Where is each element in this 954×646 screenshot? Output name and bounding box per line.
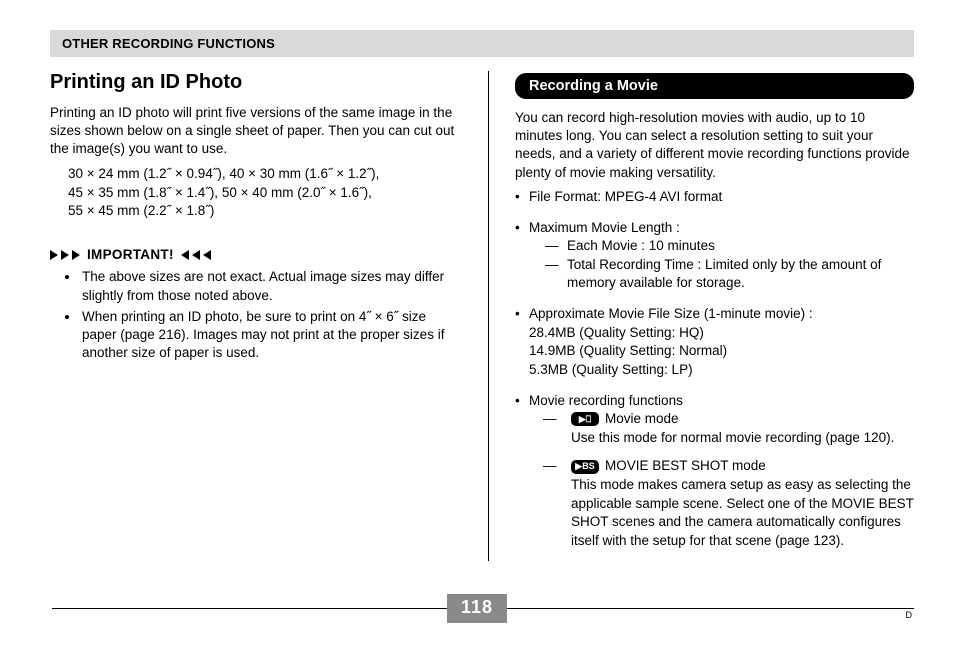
max-length-total: Total Recording Time : Limited only by t… — [567, 256, 914, 293]
list-item: When printing an ID photo, be sure to pr… — [80, 308, 460, 363]
section-pill: Recording a Movie — [515, 73, 914, 99]
approx-label: Approximate Movie File Size (1-minute mo… — [529, 305, 813, 324]
right-intro: You can record high-resolution movies wi… — [515, 109, 914, 182]
spec-file-size: •Approximate Movie File Size (1-minute m… — [515, 305, 914, 380]
movie-best-shot-icon: ▶BS — [571, 460, 599, 474]
important-heading: IMPORTANT! — [50, 247, 460, 262]
spec-file-format: •File Format: MPEG-4 AVI format — [515, 188, 914, 207]
max-length-label: Maximum Movie Length : — [529, 219, 680, 238]
triangle-right-icon — [50, 250, 58, 260]
triangle-right-icon — [61, 250, 69, 260]
size-line-3: 55 × 45 mm (2.2˝ × 1.8˝) — [68, 202, 460, 221]
triangle-left-icon — [181, 250, 189, 260]
approx-hq: 28.4MB (Quality Setting: HQ) — [529, 324, 914, 343]
page-footer: 118 — [0, 594, 954, 624]
right-column: Recording a Movie You can record high-re… — [488, 71, 914, 561]
mode-movie-desc: Use this mode for normal movie recording… — [543, 429, 914, 448]
page-number: 118 — [447, 594, 507, 623]
manual-page: OTHER RECORDING FUNCTIONS Printing an ID… — [0, 0, 954, 646]
triangle-right-icon — [72, 250, 80, 260]
size-line-2: 45 × 35 mm (1.8˝ × 1.4˝), 50 × 40 mm (2.… — [68, 184, 460, 203]
important-list: The above sizes are not exact. Actual im… — [50, 268, 460, 362]
mode-best-shot-title: MOVIE BEST SHOT mode — [605, 457, 766, 476]
mode-best-shot-desc: This mode makes camera setup as easy as … — [543, 476, 914, 551]
important-label: IMPORTANT! — [87, 247, 174, 262]
mode-movie: — ▶⎕ Movie mode Use this mode for normal… — [515, 410, 914, 447]
spec-max-length: •Maximum Movie Length : —Each Movie : 10… — [515, 219, 914, 294]
triangle-left-icon — [203, 250, 211, 260]
two-column-layout: Printing an ID Photo Printing an ID phot… — [50, 71, 914, 561]
left-column: Printing an ID Photo Printing an ID phot… — [50, 71, 460, 561]
id-photo-sizes: 30 × 24 mm (1.2˝ × 0.94˝), 40 × 30 mm (1… — [50, 165, 460, 222]
functions-label: Movie recording functions — [529, 392, 683, 411]
left-intro: Printing an ID photo will print five ver… — [50, 104, 460, 159]
section-header: OTHER RECORDING FUNCTIONS — [50, 30, 914, 57]
spec-list: •File Format: MPEG-4 AVI format •Maximum… — [515, 188, 914, 551]
footer-corner-mark: D — [906, 610, 913, 620]
mode-movie-title: Movie mode — [605, 410, 679, 429]
triangle-left-icon — [192, 250, 200, 260]
spec-functions: •Movie recording functions — ▶⎕ Movie mo… — [515, 392, 914, 551]
approx-normal: 14.9MB (Quality Setting: Normal) — [529, 342, 914, 361]
movie-icon: ▶⎕ — [571, 412, 599, 426]
approx-lp: 5.3MB (Quality Setting: LP) — [529, 361, 914, 380]
max-length-each: Each Movie : 10 minutes — [567, 237, 715, 256]
list-item: The above sizes are not exact. Actual im… — [80, 268, 460, 304]
left-title: Printing an ID Photo — [50, 71, 460, 94]
size-line-1: 30 × 24 mm (1.2˝ × 0.94˝), 40 × 30 mm (1… — [68, 165, 460, 184]
file-format-text: File Format: MPEG-4 AVI format — [529, 188, 722, 207]
mode-best-shot: — ▶BS MOVIE BEST SHOT mode This mode mak… — [515, 457, 914, 550]
